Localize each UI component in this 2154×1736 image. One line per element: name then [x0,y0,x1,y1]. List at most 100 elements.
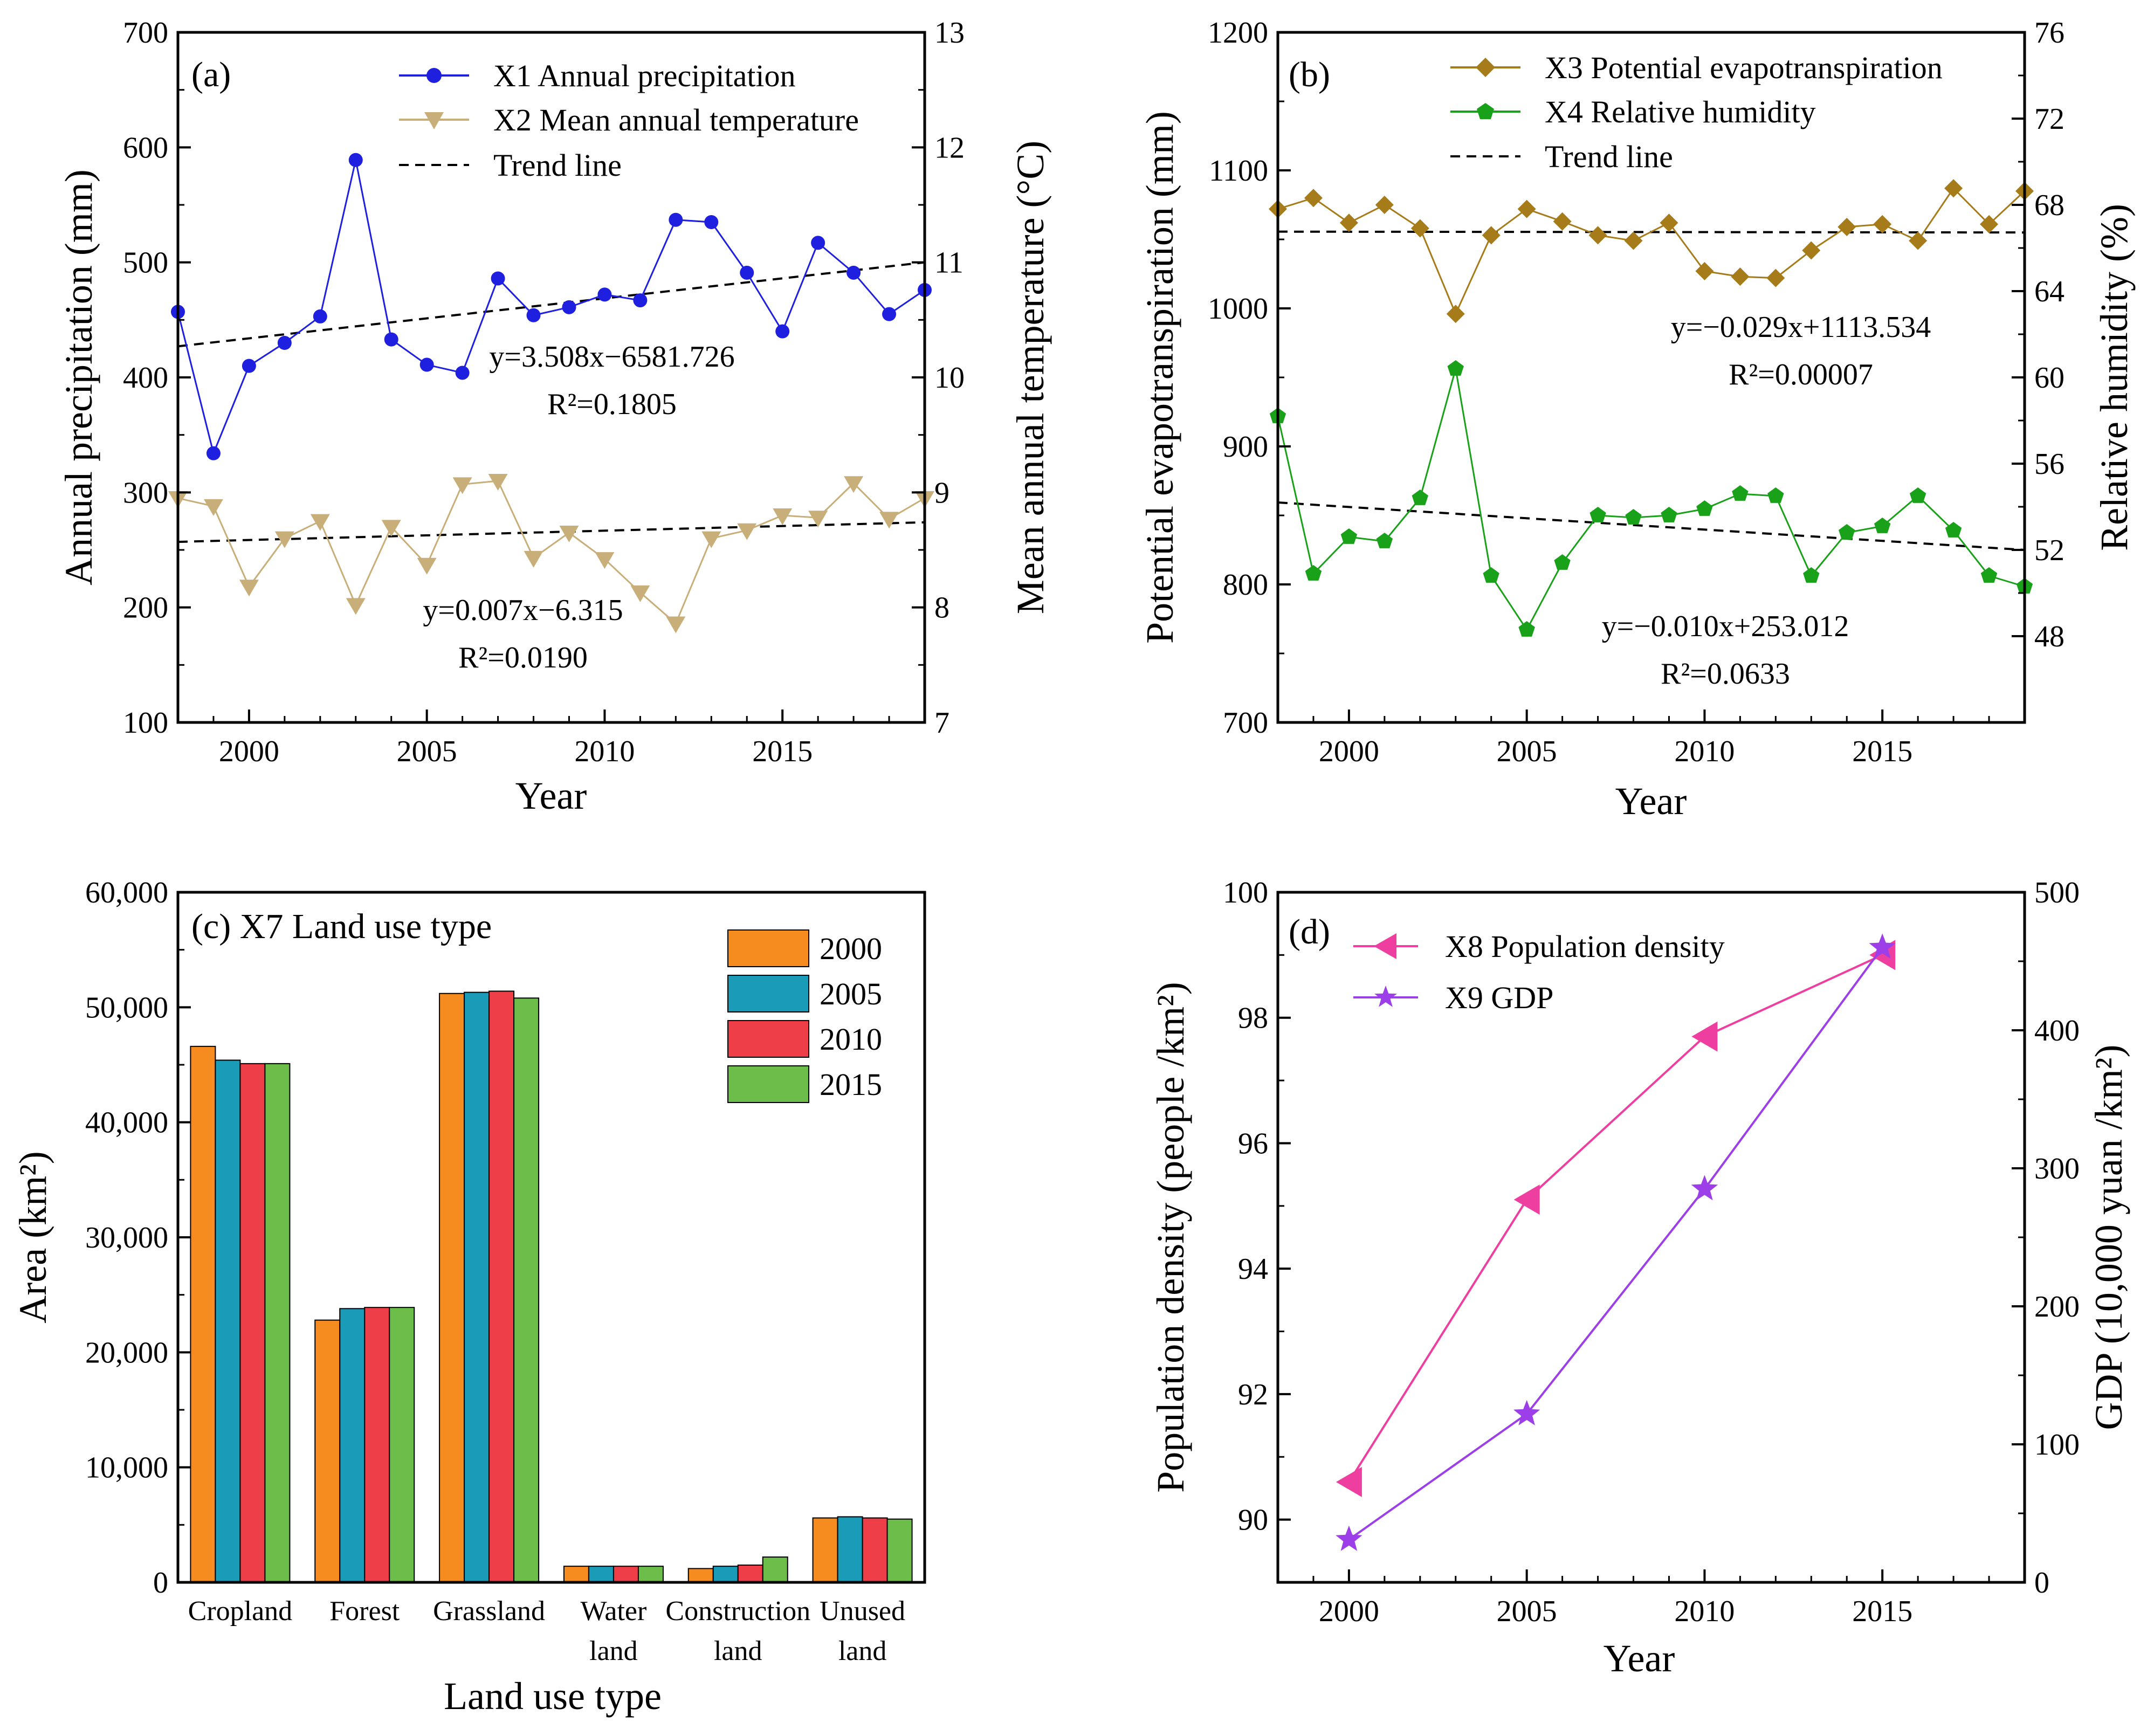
c-ytick-label-5: 50,000 [85,991,168,1024]
b-ytick-label-0: 700 [1223,706,1268,740]
legend-b-x4-marker [1477,103,1494,119]
a-series-1-point-2006 [452,477,472,494]
panel-b-legend: X3 Potential evapotranspiration X4 Relat… [1450,50,1943,174]
legend-b-trend-label: Trend line [1545,139,1673,174]
b-series-1-point-2017 [1945,522,1962,538]
c-bar-2005-1 [339,1308,366,1583]
panel-c-legend: 2000 2005 2010 2015 [727,929,882,1103]
c-bar-2005-0 [215,1059,241,1583]
b-y2tick-label-3: 60 [2034,361,2064,395]
b-series-0-point-2002 [1410,219,1429,238]
a-trend-line-1 [177,521,925,543]
panel-c-title: (c) X7 Land use type [191,907,492,946]
b-series-1-point-2011 [1732,485,1749,501]
a-series-0-point-2008 [526,308,541,322]
a-series-0-point-2011 [633,293,648,308]
b-series-1-point-2004 [1483,567,1499,583]
a-ytick-label-3: 400 [123,361,168,395]
b-y2tick-label-0: 48 [2034,620,2064,653]
d-xtick-label-2005: 2005 [1497,1595,1557,1628]
b-series-0-point-2017 [1944,179,1963,198]
b-series-0-point-2001 [1375,196,1394,214]
a-y2tick-label-1: 8 [934,591,949,625]
d-xtick-label-2010: 2010 [1674,1595,1735,1628]
legend-a-x2-marker [424,112,444,129]
c-legend-label-2010: 2010 [820,1022,882,1057]
b-series-1-point-2006 [1554,554,1571,570]
b-series-1-point-2012 [1767,487,1784,503]
a-xtick-label-2005: 2005 [397,735,457,768]
c-bar-2015-0 [264,1063,291,1583]
a-y2tick-label-5: 12 [934,131,965,164]
d-y2tick-label-4: 400 [2034,1014,2080,1048]
b-series-0-point-2005 [1517,199,1536,218]
b-series-0-point-2007 [1588,226,1607,245]
a-y2tick-label-4: 11 [934,246,964,280]
c-bar-2005-3 [588,1566,614,1583]
a-series-1-point-2004 [381,520,401,537]
a-series-0-line [177,160,925,456]
c-category-label-1-0: Forest [329,1596,400,1627]
b-series-0-point-2015 [1873,215,1892,233]
legend-b-x4-label: X4 Relative humidity [1545,94,1816,129]
c-legend-label-2005: 2005 [820,976,882,1011]
b-series-1-point-2007 [1589,507,1606,522]
a-series-1-point-2007 [488,474,508,491]
panel-d-legend: X8 Population density X9 GDP [1353,929,1725,1015]
b-series-0-point-2012 [1766,268,1785,287]
b-series-1-point-2010 [1696,500,1713,516]
annotation-b-eq2: y=−0.010x+253.012 [1602,610,1849,643]
b-y2tick-label-2: 56 [2034,447,2064,481]
legend-a-x1-label: X1 Annual precipitation [493,58,796,93]
a-series-1-point-2011 [630,585,650,602]
d-series-1-point-2005 [1513,1400,1540,1425]
panel-d-axes: 2000 2005 2010 2015 90 92 94 96 98 100 0 100 200 300 4… [1223,876,2080,1628]
b-series-0-point-2011 [1731,267,1750,286]
b-ytick-label-4: 1100 [1209,154,1268,188]
a-series-1-point-2001 [274,531,294,548]
panel-b-xlabel: Year [1615,780,1687,823]
c-bar-2000-4 [687,1568,714,1583]
a-series-0-point-2007 [491,271,505,286]
c-legend-label-2000: 2000 [820,931,882,966]
panel-c-axes: 0 10,000 20,000 30,000 40,000 50,000 60,000 Cro… [85,876,905,1666]
panel-d-label: (d) [1289,912,1330,952]
panel-b: 2000 2005 2010 2015 700 800 900 1000 1100 1200 48 5… [1138,16,2136,823]
b-xtick-label-2010: 2010 [1674,735,1735,768]
panel-a-marks [168,153,934,633]
c-legend-swatch-2005 [727,975,809,1012]
c-legend-swatch-2010 [727,1020,809,1058]
legend-d-x8-label: X8 Population density [1445,929,1725,964]
c-ytick-label-2: 20,000 [85,1336,168,1369]
a-ytick-label-4: 500 [123,246,168,280]
a-series-1-point-2002 [310,514,330,531]
legend-a-trend-label: Trend line [493,148,622,183]
c-bar-2010-3 [613,1566,639,1583]
b-series-0-point-2016 [1909,231,1928,250]
c-bar-2015-4 [762,1556,788,1583]
b-y2tick-label-5: 68 [2034,189,2064,222]
annotation-a-r1: R²=0.1805 [547,388,677,421]
b-series-0-point-1999 [1304,189,1323,208]
c-ytick-label-3: 30,000 [85,1221,168,1255]
c-ytick-label-6: 60,000 [85,876,168,910]
d-series-1-line [1348,947,1883,1541]
legend-a-x1-marker [426,68,442,83]
a-series-1-point-2000 [239,580,259,597]
a-series-0-point-2005 [419,357,434,372]
panel-b-axes: 2000 2005 2010 2015 700 800 900 1000 1100 1200 48 5… [1208,16,2064,768]
a-series-1-point-2014 [737,523,757,540]
a-xtick-label-2010: 2010 [574,735,635,768]
b-y2tick-label-4: 64 [2034,275,2064,308]
d-series-0-point-2000 [1336,1466,1362,1497]
d-y2tick-label-3: 300 [2034,1152,2080,1186]
d-series-0-line [1348,954,1883,1483]
b-series-1-line [1277,368,2025,631]
a-series-0-point-2012 [669,212,683,227]
b-ytick-label-2: 900 [1223,430,1268,464]
b-series-1-point-2016 [1909,487,1926,503]
legend-d-x8-marker [1374,933,1396,959]
b-trend-line-1 [1277,501,2025,551]
annotation-b-r1: R²=0.00007 [1729,358,1873,391]
a-series-1-point-2017 [844,476,864,493]
